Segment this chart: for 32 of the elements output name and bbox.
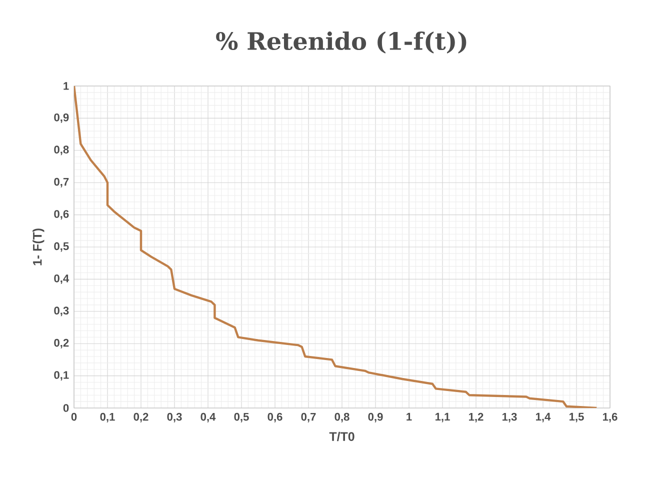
y-axis-title: 1- F(T) <box>32 228 44 266</box>
x-axis-title: T/T0 <box>329 432 354 442</box>
x-tick-label: 0,6 <box>268 412 282 422</box>
x-tick-label: 1,1 <box>436 412 450 422</box>
x-tick-label: 1 <box>406 412 412 421</box>
x-tick-label: 1,3 <box>502 412 517 422</box>
chart-title: % Retenido (1-f(t)) <box>216 32 466 54</box>
y-tick-label: 0,5 <box>54 242 69 252</box>
x-tick-label: 0,2 <box>134 412 148 422</box>
y-tick-label: 0,4 <box>54 274 70 284</box>
x-tick-label: 0,4 <box>200 412 216 422</box>
y-tick-label: 0,3 <box>54 306 69 316</box>
x-tick-label: 1,4 <box>536 412 551 422</box>
x-tick-label: 0 <box>71 412 77 421</box>
x-tick-label: 0,8 <box>334 412 350 422</box>
x-tick-label: 1,5 <box>570 412 584 422</box>
y-tick-label: 1 <box>64 82 69 90</box>
x-tick-label: 1,2 <box>469 412 484 422</box>
x-tick-label: 0,3 <box>167 412 182 422</box>
x-tick-label: 0,7 <box>301 412 316 422</box>
x-tick-label: 0,9 <box>368 412 383 422</box>
x-tick-label: 1,6 <box>603 412 618 422</box>
y-tick-label: 0,6 <box>54 210 69 220</box>
y-tick-label: 0,7 <box>54 178 69 188</box>
y-tick-label: 0,1 <box>54 371 69 381</box>
y-tick-label: 0 <box>63 404 69 412</box>
y-tick-label: 0,8 <box>54 146 69 156</box>
y-tick-label: 0,9 <box>54 113 69 123</box>
line-series <box>74 86 598 408</box>
y-tick-label: 0,2 <box>54 338 69 348</box>
x-tick-label: 0,5 <box>234 412 249 422</box>
x-tick-label: 0,1 <box>100 412 115 422</box>
